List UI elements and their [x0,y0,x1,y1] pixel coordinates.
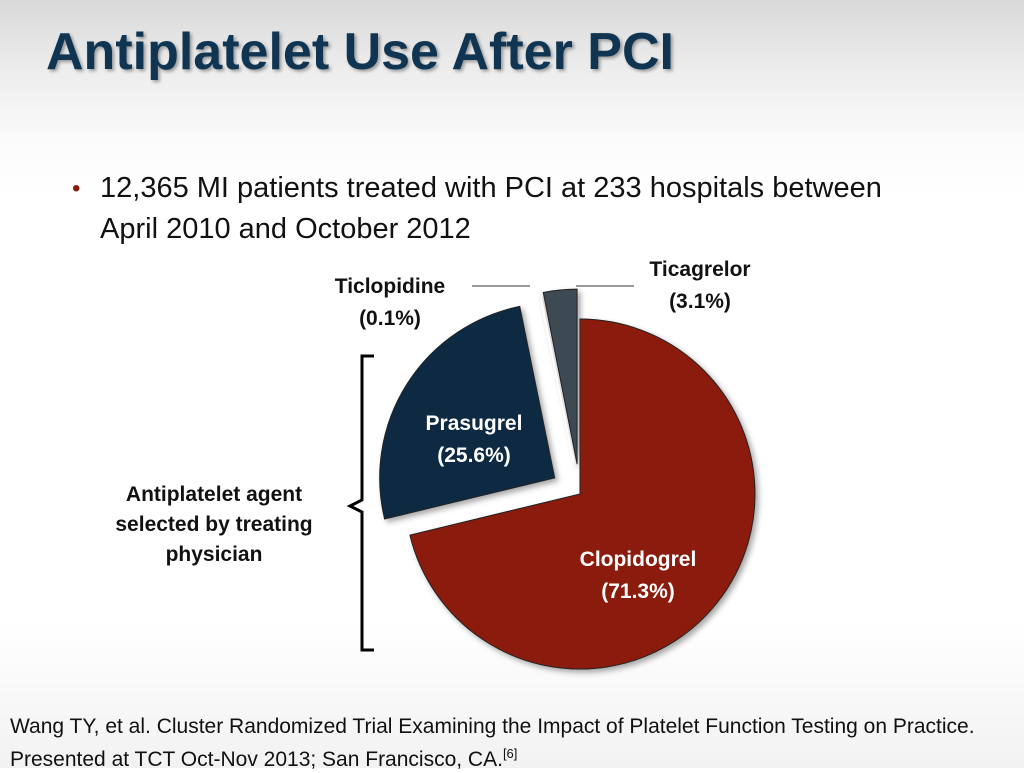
bullet-text: 12,365 MI patients treated with PCI at 2… [100,172,882,245]
slice-label-ticagrelor: Ticagrelor (3.1%) [649,258,750,313]
pie-slice-clopidogrel [409,318,756,670]
slice-label-clopidogrel: Clopidogrel (71.3%) [580,548,697,603]
bullet-dot-icon: • [72,175,81,202]
slide-title: Antiplatelet Use After PCI [46,23,674,81]
citation: Wang TY, et al. Cluster Randomized Trial… [10,713,1010,773]
citation-ref: [6] [502,746,518,761]
pie-slice-prasugrel [379,305,556,520]
pie-slice-ticagrelor [542,288,578,465]
slice-label-ticlopidine: Ticlopidine (0.1%) [335,275,445,330]
bracket [346,354,374,652]
slice-label-prasugrel: Prasugrel (25.6%) [426,412,523,467]
pie-slice-ticlopidine [538,292,575,465]
annotation-text: Antiplatelet agent selected by treating … [115,483,313,566]
citation-text: Wang TY, et al. Cluster Randomized Trial… [10,715,975,771]
